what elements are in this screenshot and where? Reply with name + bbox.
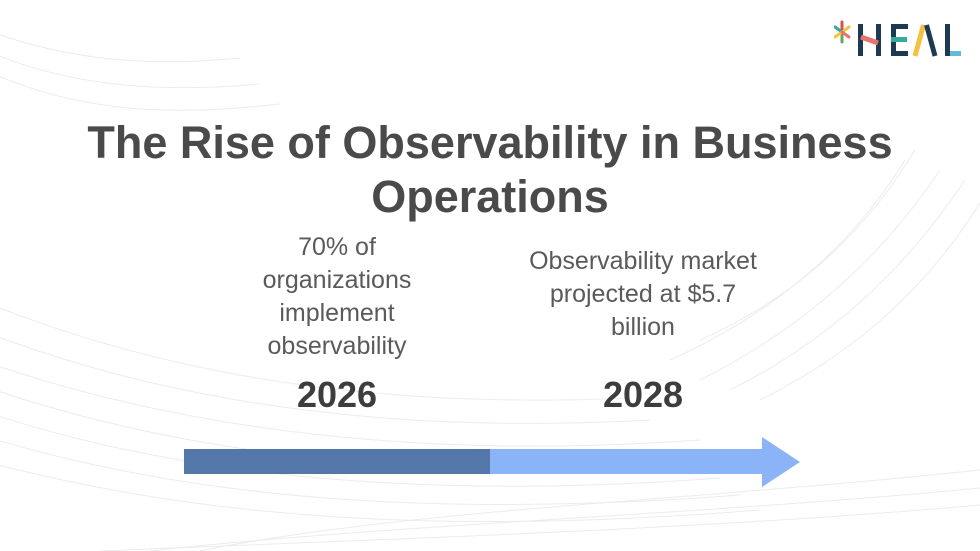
slide-title: The Rise of Observability in Business Op… bbox=[87, 117, 893, 223]
asterisk-spoke bbox=[840, 30, 851, 39]
wave-line bbox=[0, 55, 261, 89]
milestone-2-year: 2028 bbox=[602, 374, 684, 415]
logo-letter-a bbox=[912, 24, 938, 57]
milestone-text-line: 70% of bbox=[298, 233, 376, 261]
letter-stroke bbox=[858, 24, 863, 56]
letter-stroke bbox=[860, 34, 879, 46]
milestone-text-line: projected at $5.7 bbox=[549, 280, 737, 308]
arrow-segment-light bbox=[490, 449, 763, 474]
heal-logo bbox=[834, 20, 961, 57]
wave-line bbox=[0, 76, 281, 111]
letter-stroke bbox=[891, 24, 908, 29]
letter-stroke bbox=[912, 24, 926, 57]
milestone-text-line: Observability market bbox=[529, 247, 757, 275]
letter-stroke bbox=[945, 24, 950, 56]
letter-stroke bbox=[924, 24, 938, 57]
wave-line bbox=[149, 487, 980, 551]
asterisk-star-icon bbox=[834, 20, 851, 44]
logo-letter-e bbox=[891, 24, 908, 56]
letter-stroke bbox=[950, 51, 961, 56]
wave-line bbox=[0, 34, 241, 63]
letter-stroke bbox=[891, 37, 907, 42]
milestone-1-description: 70% of organizations implement observabi… bbox=[237, 231, 437, 363]
milestone-text-line: implement bbox=[279, 299, 395, 327]
milestone-text-line: billion bbox=[611, 313, 675, 341]
arrow-segment-dark bbox=[184, 449, 490, 474]
letter-stroke bbox=[876, 24, 881, 56]
milestone-2-description: Observability market projected at $5.7 b… bbox=[518, 245, 768, 344]
arrow-head bbox=[762, 437, 800, 487]
logo-letter-h bbox=[858, 24, 881, 56]
letter-stroke bbox=[891, 51, 908, 56]
milestone-text-line: organizations bbox=[262, 266, 412, 294]
logo-letter-l bbox=[945, 24, 961, 56]
wave-line bbox=[99, 504, 980, 551]
wave-line bbox=[759, 202, 980, 401]
timeline-arrow bbox=[184, 437, 800, 487]
milestone-text-line: observability bbox=[267, 332, 407, 360]
milestone-1-year: 2026 bbox=[296, 374, 378, 415]
